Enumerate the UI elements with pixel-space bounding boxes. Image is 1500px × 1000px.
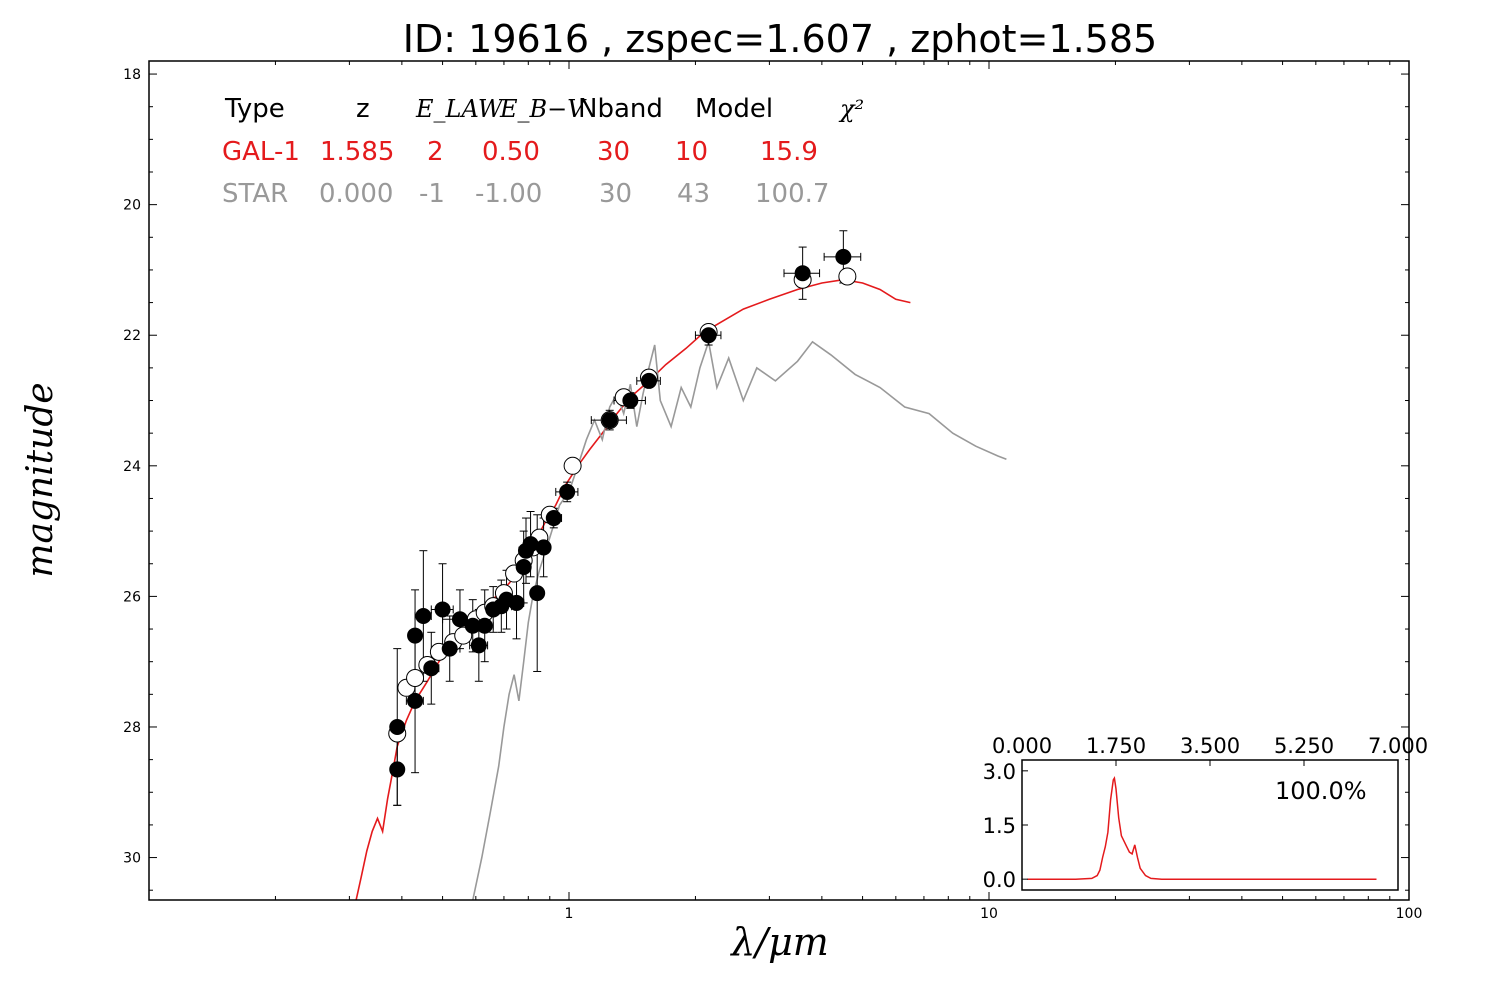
main-series-layer [355, 230, 1007, 900]
legend-header-type: Type [224, 94, 285, 124]
observed-point [389, 718, 406, 735]
legend-header-z: z [356, 94, 370, 124]
legend-star-chi2: 100.7 [755, 179, 829, 209]
observed-point [529, 585, 546, 602]
y-tick-label: 24 [123, 459, 141, 475]
template-star-line [472, 340, 1007, 900]
legend-gal-model: 10 [675, 137, 708, 167]
observed-point [515, 559, 532, 576]
legend-gal-nband: 30 [597, 137, 630, 167]
legend-gal-elaw: 2 [427, 137, 444, 167]
legend-row-galaxy: GAL-1 1.585 2 0.50 30 10 15.9 [222, 137, 818, 167]
model-magnitude-point [838, 267, 857, 286]
legend-header-chi2: χ² [838, 95, 864, 123]
legend-header-model: Model [695, 94, 773, 124]
observed-point [794, 265, 811, 282]
legend-gal-chi2: 15.9 [760, 137, 818, 167]
model-magnitude-point [406, 669, 425, 688]
x-tick-label: 10 [980, 906, 998, 922]
legend-star-nband: 30 [599, 179, 632, 209]
inset-series-layer [1027, 775, 1377, 880]
inset-x-tick-label: 3.500 [1180, 734, 1240, 758]
inset-x-tick-label: 7.000 [1368, 734, 1428, 758]
legend-table: Type z E_LAW E_B−V Nband Model χ² GAL-1 … [222, 94, 864, 209]
legend-header-elaw: E_LAW [415, 95, 505, 123]
observed-point [407, 692, 424, 709]
legend-gal-z: 1.585 [320, 137, 394, 167]
observed-point [470, 637, 487, 654]
y-tick-label: 22 [123, 328, 141, 344]
legend-header-nband: Nband [578, 94, 663, 124]
x-axis-label: λ/μm [729, 920, 829, 964]
inset-annotation: 100.0% [1275, 777, 1367, 805]
x-tick-label: 1 [565, 906, 574, 922]
observed-point [522, 536, 539, 553]
observed-point [441, 640, 458, 657]
legend-star-ebv: -1.00 [475, 179, 542, 209]
inset-background [1022, 760, 1398, 890]
y-tick-label: 30 [123, 851, 141, 867]
observed-point [508, 594, 525, 611]
observed-point [535, 539, 552, 556]
y-tick-label: 28 [123, 720, 141, 736]
inset-y-tick-label: 3.0 [983, 760, 1016, 784]
inset-frame [1021, 759, 1399, 891]
legend-gal-type: GAL-1 [222, 137, 300, 167]
y-tick-label: 18 [123, 67, 141, 83]
y-tick-label: 26 [123, 589, 141, 605]
observed-point [434, 601, 451, 618]
legend-star-elaw: -1 [419, 179, 445, 209]
observed-point [423, 660, 440, 677]
observed-point [601, 412, 618, 429]
inset-pdf-line [1027, 775, 1377, 880]
legend-star-model: 43 [677, 179, 710, 209]
observed-point [407, 627, 424, 644]
observed-point [415, 607, 432, 624]
main-ticks-layer: 18 20 22 24 26 28 30 1 10 100 [123, 61, 1422, 922]
observed-point [640, 372, 657, 389]
legend-star-z: 0.000 [319, 179, 393, 209]
legend-star-type: STAR [222, 179, 288, 209]
inset-x-tick-label: 1.750 [1086, 734, 1146, 758]
observed-point [545, 510, 562, 527]
template-galaxy-line [355, 278, 911, 900]
y-tick-label: 20 [123, 198, 141, 214]
observed-point [389, 761, 406, 778]
inset-x-tick-label: 0.000 [992, 734, 1052, 758]
inset-x-tick-label: 5.250 [1274, 734, 1334, 758]
observed-point [559, 483, 576, 500]
legend-row-star: STAR 0.000 -1 -1.00 30 43 100.7 [222, 179, 829, 209]
observed-point [700, 327, 717, 344]
observed-point [451, 611, 468, 628]
chart-title: ID: 19616 , zspec=1.607 , zphot=1.585 [403, 17, 1157, 61]
legend-gal-ebv: 0.50 [482, 137, 540, 167]
inset-y-tick-label: 1.5 [983, 814, 1016, 838]
observed-point [476, 617, 493, 634]
legend-header-ebv: E_B−V [499, 95, 587, 123]
main-plot-frame [148, 60, 1410, 901]
main-plot: 18 20 22 24 26 28 30 1 10 100 [123, 60, 1422, 922]
x-tick-label: 100 [1396, 906, 1423, 922]
inset-y-tick-label: 0.0 [983, 868, 1016, 892]
observed-point [835, 248, 852, 265]
model-magnitude-point [563, 456, 582, 475]
inset-pdf-plot: 0.000 1.750 3.500 5.250 7.000 3.0 1.5 0.0 100.0… [983, 734, 1428, 892]
observed-point [622, 392, 639, 409]
y-axis-label: magnitude [20, 382, 61, 577]
